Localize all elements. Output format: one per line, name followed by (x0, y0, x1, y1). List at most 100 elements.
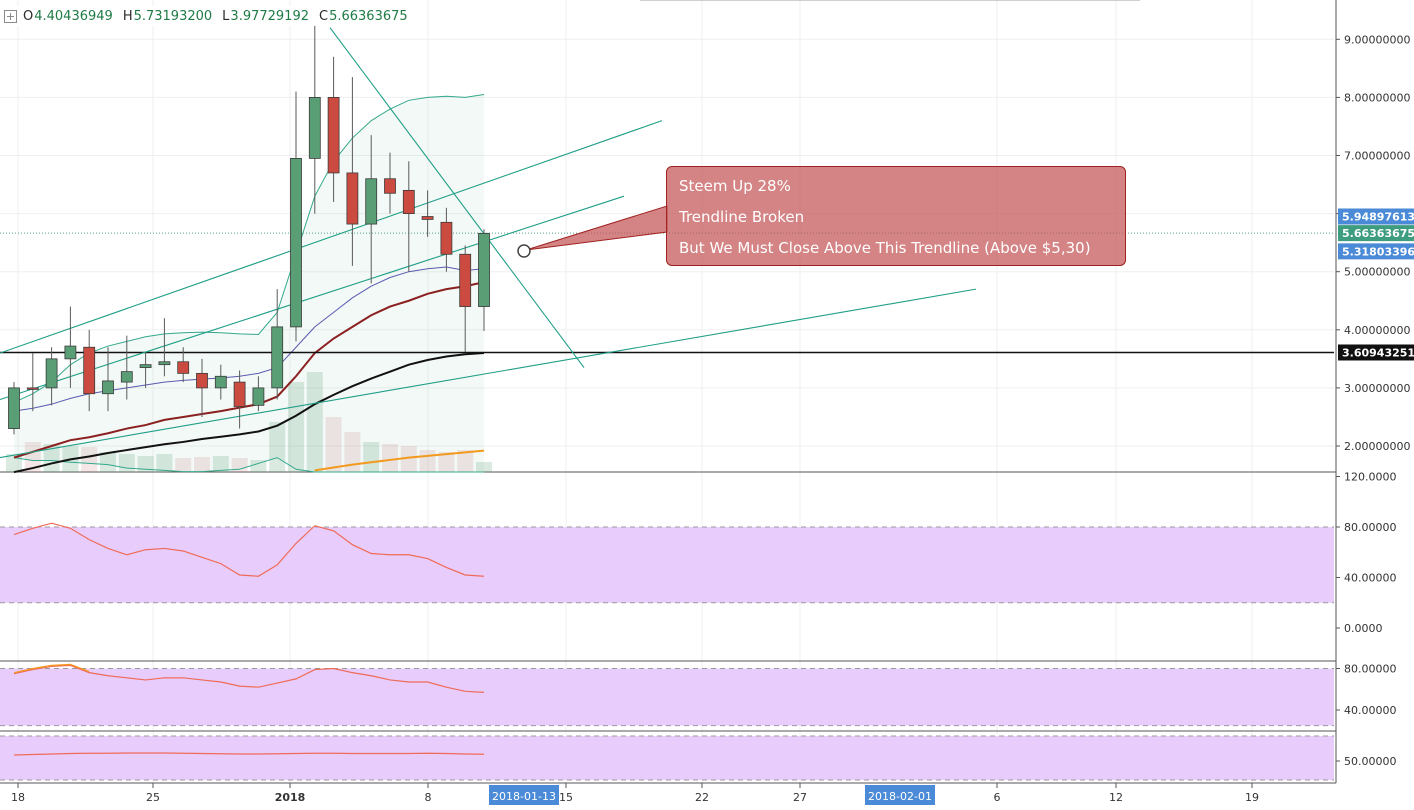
time-tick-label: 25 (146, 791, 160, 804)
annotation-callout[interactable]: Steem Up 28% Trendline Broken But We Mus… (666, 166, 1126, 266)
candle-body (26, 387, 39, 390)
price-tick-label: 4.00000000 (1344, 324, 1410, 337)
oscillator-lines (13, 522, 485, 756)
callout-line-2: Trendline Broken (679, 208, 805, 226)
volume-bar (194, 457, 210, 472)
descending-trendline[interactable] (329, 27, 585, 368)
channel-bottom-trendline[interactable] (0, 288, 977, 459)
candle-body (102, 380, 114, 395)
time-tick-label: 15 (559, 791, 573, 804)
ohlc-low-label: L (222, 8, 230, 24)
price-badge-upper: 5.94897613 (1342, 211, 1414, 224)
price-badge-upper-bg (1338, 208, 1414, 225)
candle-body (384, 178, 396, 194)
osc1-line (13, 522, 485, 577)
price-badge-lower-bg (1338, 243, 1414, 260)
callout-anchor-handle[interactable] (517, 244, 531, 258)
candle-body (421, 216, 434, 220)
bollinger-lower (13, 457, 484, 473)
ohlc-open-label: O (23, 8, 34, 24)
volume-layer (6, 372, 492, 472)
ohlc-close-value: 5.66363675 (329, 8, 408, 24)
volume-bar (100, 452, 116, 472)
time-axis-bg (0, 784, 1336, 806)
candle-body (45, 358, 58, 389)
ma-long-line (13, 352, 485, 474)
ohlc-legend: O 4.40436949 H 5.73193200 L 3.97729192 C… (4, 6, 418, 26)
price-tick-label: 5.00000000 (1344, 266, 1410, 279)
volume-bar (24, 442, 41, 472)
candle-body (290, 158, 302, 328)
price-tick-label: 9.00000000 (1344, 33, 1410, 46)
volume-bar (363, 442, 380, 472)
candle-body (327, 97, 340, 174)
candle-body (177, 361, 190, 374)
price-badge-support-bg (1338, 344, 1414, 361)
ma-200-line (314, 449, 485, 472)
time-tick-label: 2018 (275, 791, 306, 804)
price-badge-current: 5.66363675 (1342, 227, 1414, 240)
volume-bar (156, 454, 173, 472)
price-tick-label: 7.00000000 (1344, 150, 1410, 163)
volume-bar (457, 450, 474, 472)
osc1-tick-label: 0.0000 (1344, 622, 1383, 635)
osc3-band (0, 736, 1334, 780)
candle-body (196, 372, 208, 389)
candle-body (402, 189, 415, 215)
candle-body (233, 381, 246, 407)
price-badge-lower: 5.31803396 (1342, 245, 1414, 258)
price-tick-label: 2.00000000 (1344, 440, 1410, 453)
candle-body (346, 172, 359, 225)
callout-pointer (525, 205, 668, 251)
bollinger-fill (14, 94, 484, 473)
candles-layer (8, 24, 490, 435)
volume-bar (212, 456, 229, 472)
candle-body (158, 361, 171, 366)
time-tick-label: 19 (1245, 791, 1259, 804)
ohlc-high-label: H (122, 8, 133, 24)
time-tick-label: 12 (1109, 791, 1123, 804)
date-badge: 2018-01-13 (492, 790, 556, 803)
osc1-band (0, 527, 1334, 603)
volume-bar (325, 417, 342, 472)
osc2-tick-label: 40.00000 (1344, 704, 1397, 717)
candle-body (459, 253, 472, 307)
osc2-tick-label: 80.00000 (1344, 663, 1397, 676)
date-badge-bg (489, 785, 559, 805)
expand-legend-icon[interactable] (4, 9, 17, 23)
volume-bar (288, 382, 304, 472)
osc1-tick-label: 40.00000 (1344, 572, 1397, 585)
candle-body (252, 387, 265, 406)
volume-bar (382, 444, 398, 472)
price-axis-bg (1336, 0, 1414, 806)
volume-bar (438, 452, 455, 472)
volume-bar (306, 372, 323, 472)
volume-bar (175, 458, 192, 472)
volume-bar (250, 460, 267, 472)
time-tick-label: 6 (994, 791, 1001, 804)
ohlc-high-value: 5.73193200 (133, 8, 213, 24)
candle-body (214, 375, 227, 389)
candle-body (64, 345, 77, 360)
volume-bar (269, 422, 286, 472)
channel-mid-trendline[interactable] (0, 195, 625, 401)
ohlc-low-value: 3.97729192 (230, 8, 309, 24)
time-tick-label: 18 (11, 791, 25, 804)
volume-bar (81, 447, 98, 472)
candle-body (8, 387, 20, 429)
candle-body (365, 178, 378, 225)
time-tick-label: 27 (793, 791, 807, 804)
date-badge-bg (865, 785, 935, 805)
date-badge: 2018-02-01 (868, 790, 932, 803)
osc1-tick-label: 80.00000 (1344, 521, 1397, 534)
volume-bar (137, 456, 154, 472)
price-badge-current-bg (1338, 225, 1414, 242)
ohlc-open-value: 4.40436949 (34, 8, 113, 24)
ohlc-close-label: C (319, 8, 329, 24)
channel-top-trendline[interactable] (0, 120, 663, 354)
candle-body (83, 346, 96, 395)
volume-bar (400, 446, 417, 472)
